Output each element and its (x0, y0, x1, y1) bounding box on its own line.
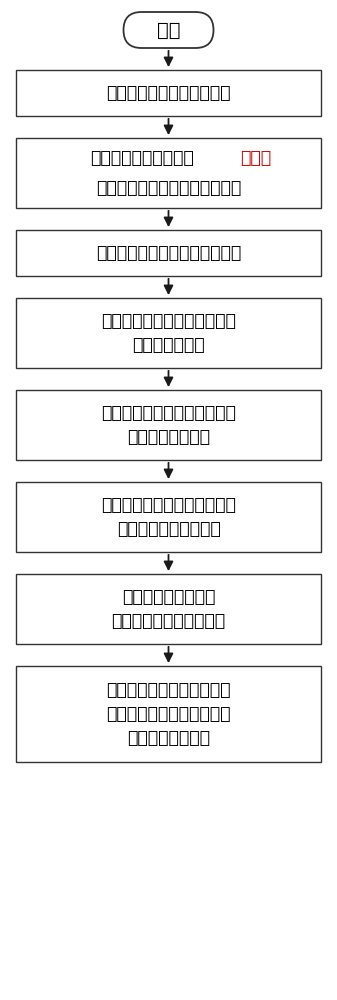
Text: 通过矢量拟合法得到
电容器阻抗的高阶表达式: 通过矢量拟合法得到 电容器阻抗的高阶表达式 (112, 588, 225, 630)
Text: 对矢量网络分析仪进行: 对矢量网络分析仪进行 (91, 149, 194, 167)
Text: 将散射参数中的反向传递系数
转换为总阻抗参数: 将散射参数中的反向传递系数 转换为总阻抗参数 (101, 404, 236, 446)
Text: 开始: 开始 (157, 20, 180, 39)
Text: 准，并对电气特性文件进行修订: 准，并对电气特性文件进行修订 (96, 179, 241, 197)
Text: 制作印刷电路板、器件焊接: 制作印刷电路板、器件焊接 (106, 84, 231, 102)
Text: 对总阻抗参数去除安装感抗，
得到电容器自身的阻抗: 对总阻抗参数去除安装感抗， 得到电容器自身的阻抗 (101, 496, 236, 538)
Text: 将仿真得到的电容器阻抗与
厂商提供的阻抗进行对比，
验证仿真的精确度: 将仿真得到的电容器阻抗与 厂商提供的阻抗进行对比， 验证仿真的精确度 (106, 681, 231, 747)
FancyBboxPatch shape (16, 666, 321, 762)
FancyBboxPatch shape (16, 574, 321, 644)
FancyBboxPatch shape (16, 70, 321, 116)
Text: 测量电容器测试夹具的二端口
散射参数并保存: 测量电容器测试夹具的二端口 散射参数并保存 (101, 312, 236, 354)
FancyBboxPatch shape (16, 138, 321, 208)
FancyBboxPatch shape (16, 298, 321, 368)
FancyBboxPatch shape (123, 12, 214, 48)
FancyBboxPatch shape (16, 482, 321, 552)
FancyBboxPatch shape (16, 390, 321, 460)
FancyBboxPatch shape (16, 230, 321, 276)
Text: 对矢量网络分析仪进行二次校准: 对矢量网络分析仪进行二次校准 (96, 244, 241, 262)
Text: 一次校: 一次校 (240, 149, 271, 167)
